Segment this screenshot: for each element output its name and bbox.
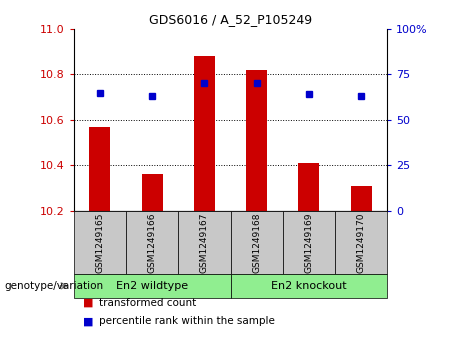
- Text: GSM1249166: GSM1249166: [148, 212, 157, 273]
- Text: percentile rank within the sample: percentile rank within the sample: [99, 316, 275, 326]
- Text: transformed count: transformed count: [99, 298, 196, 308]
- Text: ■: ■: [83, 298, 94, 308]
- Text: GSM1249165: GSM1249165: [95, 212, 104, 273]
- Text: ■: ■: [83, 316, 94, 326]
- Bar: [194, 56, 215, 211]
- Bar: [142, 174, 163, 211]
- Text: En2 knockout: En2 knockout: [271, 281, 347, 291]
- Text: GSM1249168: GSM1249168: [252, 212, 261, 273]
- Bar: [298, 163, 319, 211]
- Text: En2 wildtype: En2 wildtype: [116, 281, 188, 291]
- Text: GSM1249170: GSM1249170: [357, 212, 366, 273]
- Text: GSM1249167: GSM1249167: [200, 212, 209, 273]
- Text: GSM1249169: GSM1249169: [304, 212, 313, 273]
- Text: genotype/variation: genotype/variation: [5, 281, 104, 291]
- Bar: [89, 127, 110, 211]
- Bar: [351, 185, 372, 211]
- Title: GDS6016 / A_52_P105249: GDS6016 / A_52_P105249: [149, 13, 312, 26]
- Bar: [246, 70, 267, 211]
